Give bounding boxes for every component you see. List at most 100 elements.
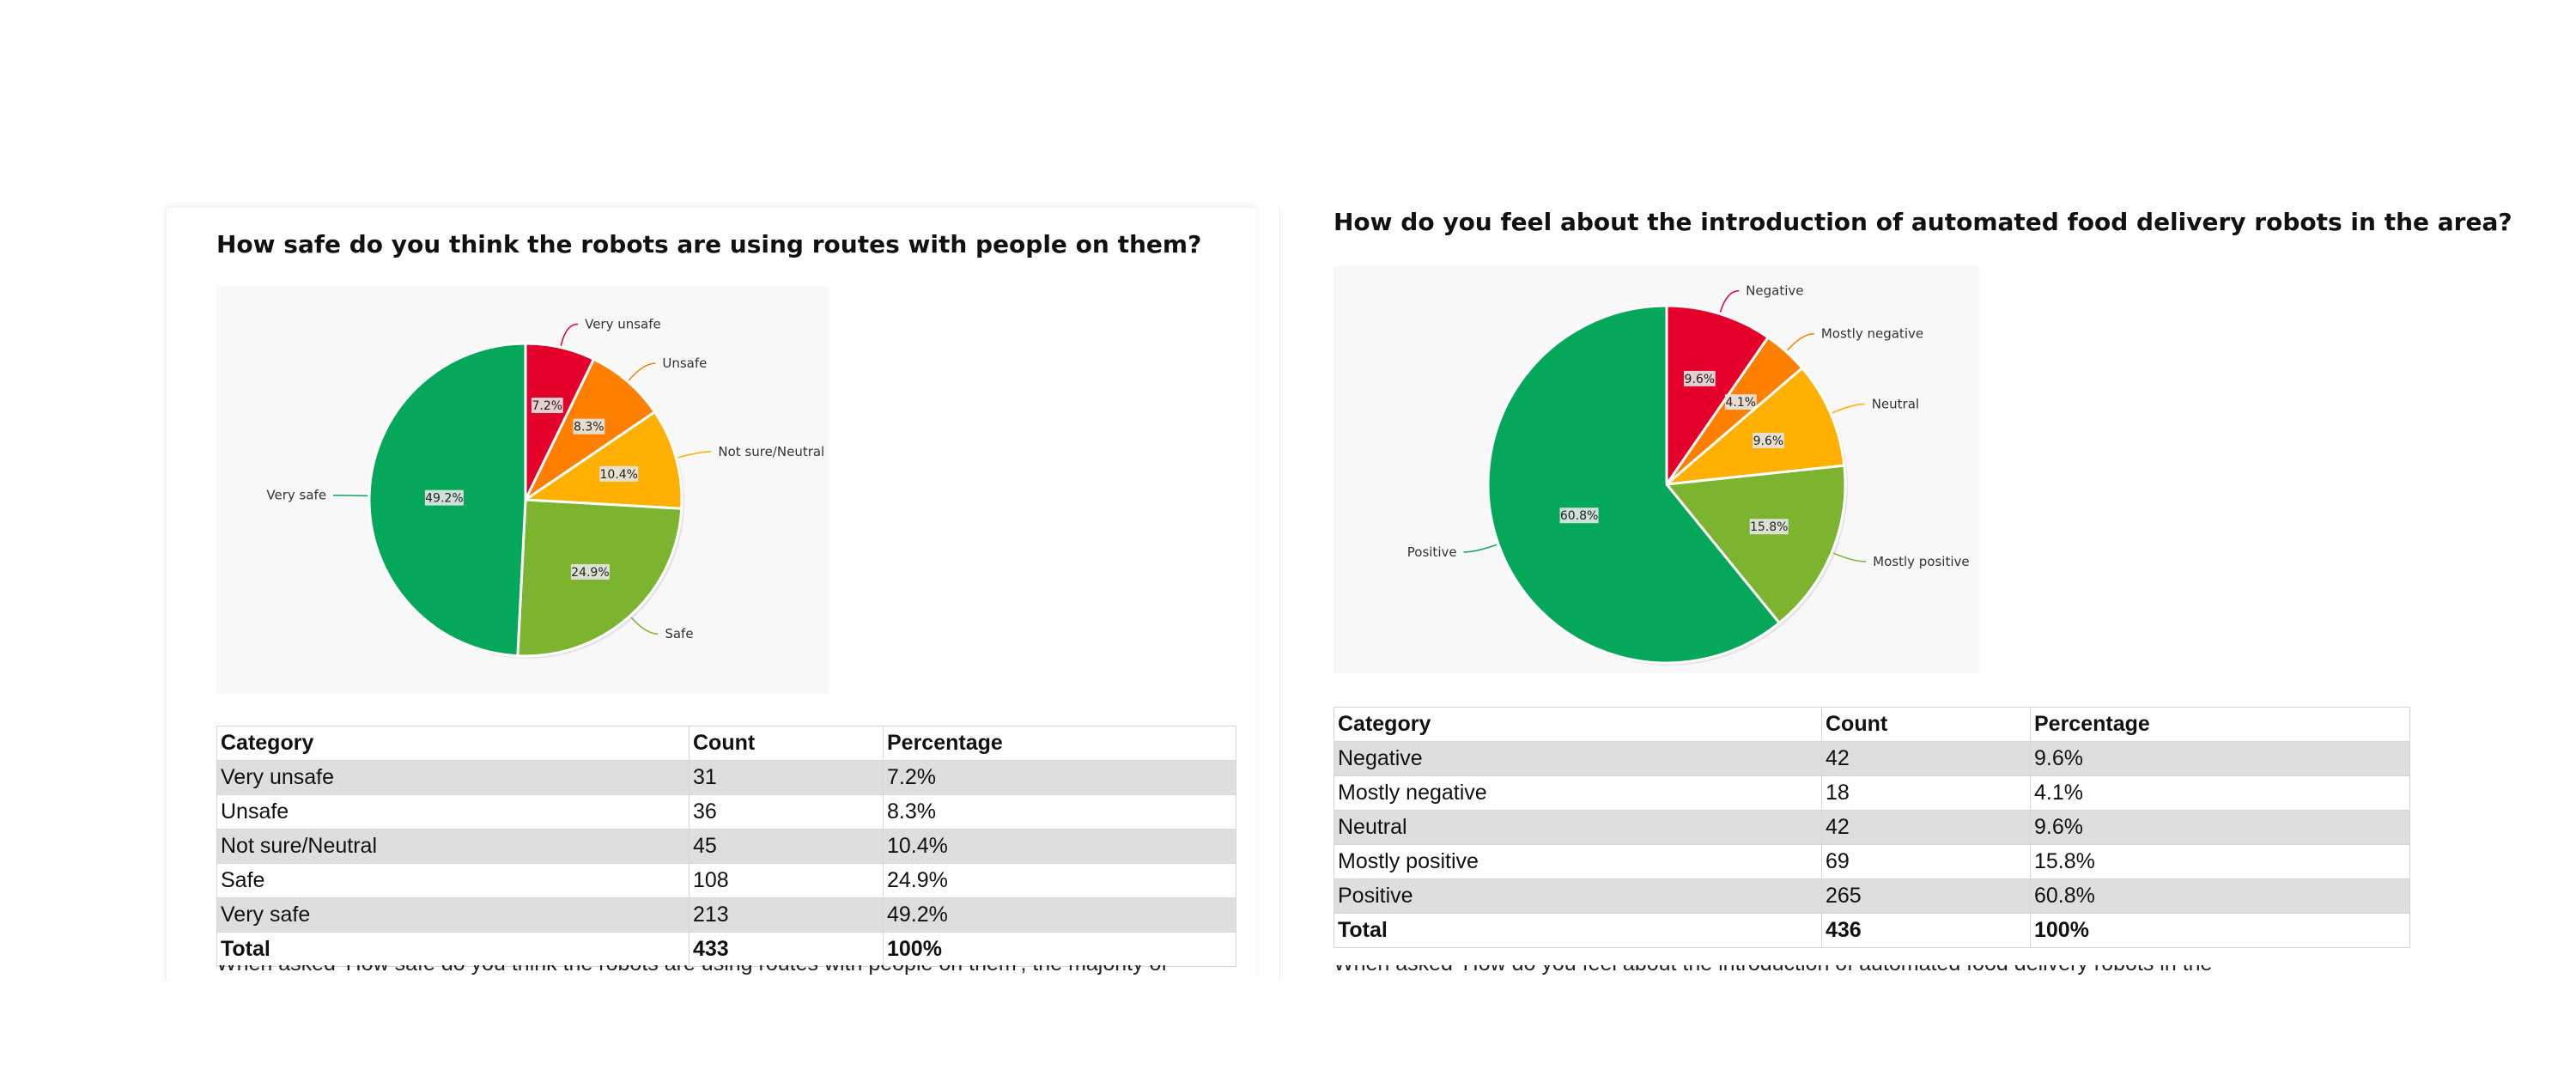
cell-total-label: Total [1334,913,1822,948]
pie-slice-not-sure-neutral [521,410,683,510]
cell-category: Mostly positive [1334,844,1822,879]
cell-percentage: 9.6% [2030,741,2410,776]
category-label-positive: Positive [1407,544,1457,560]
leader-line-safe [630,617,659,635]
leader-line-not-sure-neutral [677,451,712,459]
cell-category: Positive [1334,878,1822,914]
cell-percentage: 15.8% [2030,844,2410,879]
panel-divider [1279,208,1280,981]
data-label-bg-not-sure-neutral [599,465,639,482]
cell-category: Very safe [216,897,690,933]
cell-category: Unsafe [216,794,690,830]
leader-line-very-unsafe [560,323,579,346]
table-row: Mostly positive 69 15.8% [1334,844,2410,879]
leader-line-unsafe [628,362,656,381]
leader-line-positive [1463,544,1498,553]
cell-percentage: 10.4% [883,829,1236,864]
table-row: Mostly negative 18 4.1% [1334,775,2410,811]
cell-total-label: Total [216,932,690,967]
data-label-bg-very-safe [424,489,464,506]
cell-category: Negative [1334,741,1822,776]
data-label-bg-very-unsafe [531,398,563,414]
data-label-bg-mostly-negative [1724,394,1757,410]
cell-total-percentage: 100% [2030,913,2410,948]
trailing-paragraph-text: When asked 'How safe do you think the ro… [216,965,1238,979]
data-label-very-unsafe: 7.2% [532,399,563,413]
data-label-negative: 9.6% [1685,373,1716,386]
table-total-row: Total 433 100% [216,932,1236,967]
cell-percentage: 9.6% [2030,810,2410,845]
leader-line-mostly-negative [1786,332,1814,351]
pie-slice-positive [1486,304,1782,665]
table-row: Very safe 213 49.2% [216,897,1236,933]
category-label-mostly-positive: Mostly positive [1873,554,1969,569]
category-label-very-unsafe: Very unsafe [585,316,661,331]
col-header-percentage: Percentage [883,726,1236,761]
cell-count: 69 [1821,844,2031,879]
trailing-paragraph-feeling: When asked 'How do you feel about the in… [1334,965,2364,979]
data-label-bg-safe [570,563,610,580]
data-label-bg-negative [1683,370,1716,386]
category-label-negative: Negative [1746,283,1803,299]
pie-slice-negative [1665,304,1771,489]
pie-chart-feeling-svg: 9.6% Negative 4.1% Mostly negative 9.6% Neutr… [1407,283,1970,666]
trailing-paragraph-text: When asked 'How do you feel about the in… [1334,965,2364,979]
data-label-bg-neutral [1753,432,1784,448]
category-label-mostly-negative: Mostly negative [1821,326,1923,342]
col-header-count: Count [1821,707,2031,742]
table-row: Not sure/Neutral 45 10.4% [216,829,1236,864]
cell-percentage: 8.3% [883,794,1236,830]
cell-category: Neutral [1334,810,1822,845]
table-total-row: Total 436 100% [1334,913,2410,948]
table-feeling: Category Count Percentage Negative 42 9.6%… [1334,707,2410,948]
cell-percentage: 60.8% [2030,878,2410,914]
leader-line-neutral [1832,403,1865,414]
table-header-row: Category Count Percentage [216,726,1236,761]
data-label-unsafe: 8.3% [574,421,605,435]
pie-chart-feeling: 9.6% Negative 4.1% Mostly negative 9.6% Neutr… [1334,266,1979,673]
trailing-paragraph-safety: When asked 'How safe do you think the ro… [216,965,1238,979]
cell-count: 42 [1821,741,2031,776]
cell-count: 213 [689,897,884,933]
left-panel [165,208,1256,981]
table-safety: Category Count Percentage Very unsafe 31 7… [216,726,1236,967]
pie-chart-safety-svg: 7.2% Very unsafe 8.3% Unsafe 10.4% Not sure/N… [266,316,824,659]
table-row: Neutral 42 9.6% [1334,810,2410,845]
cell-count: 36 [689,794,884,830]
cell-total-count: 433 [689,932,884,967]
category-label-very-safe: Very safe [266,488,326,503]
data-label-bg-positive [1559,508,1599,524]
chart-title-feeling: How do you feel about the introduction o… [1334,208,2512,236]
table-row: Unsafe 36 8.3% [216,794,1236,830]
cell-count: 108 [689,863,884,898]
category-label-unsafe: Unsafe [662,356,707,371]
cell-count: 31 [689,760,884,795]
cell-percentage: 7.2% [883,760,1236,795]
data-label-neutral: 9.6% [1753,435,1784,448]
leader-line-very-safe [333,494,368,497]
cell-percentage: 24.9% [883,863,1236,898]
cell-count: 265 [1821,878,2031,914]
data-label-mostly-positive: 15.8% [1750,520,1788,534]
leader-line-mostly-positive [1832,552,1867,562]
cell-category: Very unsafe [216,760,690,795]
cell-count: 45 [689,829,884,864]
data-label-very-safe: 49.2% [425,492,463,506]
leader-line-negative [1719,289,1740,313]
cell-total-count: 436 [1821,913,2031,948]
data-label-bg-unsafe [573,418,605,435]
pie-slice-neutral [1662,366,1846,486]
table-row: Very unsafe 31 7.2% [216,760,1236,795]
chart-title-safety: How safe do you think the robots are usi… [216,230,1202,258]
col-header-percentage: Percentage [2030,707,2410,742]
table-row: Safe 108 24.9% [216,863,1236,898]
data-label-positive: 60.8% [1560,509,1598,523]
pie-slice-mostly-positive [1664,464,1847,625]
cell-category: Not sure/Neutral [216,829,690,864]
data-label-mostly-negative: 4.1% [1725,396,1756,410]
category-label-safe: Safe [665,626,693,641]
table-row: Negative 42 9.6% [1334,741,2410,776]
table-header-row: Category Count Percentage [1334,707,2410,742]
cell-count: 42 [1821,810,2031,845]
cell-category: Mostly negative [1334,775,1822,811]
